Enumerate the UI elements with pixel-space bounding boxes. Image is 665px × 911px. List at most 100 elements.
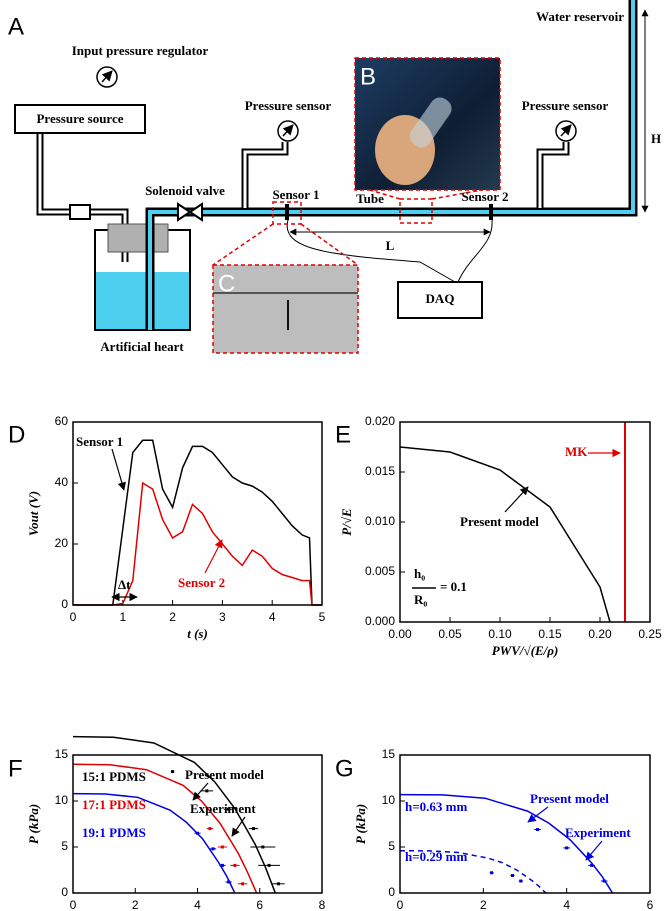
data-point xyxy=(205,789,209,793)
y-axis-title: P (kPa) xyxy=(353,804,368,844)
series-label: 19:1 PDMS xyxy=(82,825,146,840)
annotation: R₀ xyxy=(414,592,427,607)
data-point xyxy=(196,831,199,835)
y-tick-label: 0 xyxy=(388,885,395,899)
annotation: h₀ xyxy=(414,566,425,581)
y-tick-label: 15 xyxy=(55,747,69,761)
label-arrow xyxy=(111,448,126,491)
x-tick-label: 0.00 xyxy=(388,627,412,641)
data-point xyxy=(511,874,514,878)
data-point xyxy=(220,845,224,849)
y-tick-label: 5 xyxy=(388,839,395,853)
y-axis-title: P (kPa) xyxy=(26,804,41,844)
y-tick-label: 0 xyxy=(61,885,68,899)
x-tick-label: 0.05 xyxy=(438,627,462,641)
plot-frame xyxy=(399,421,651,623)
x-tick-label: 4 xyxy=(269,610,276,624)
inset-frame xyxy=(354,57,501,191)
series-label: h=0.63 mm xyxy=(405,799,467,814)
y-tick-label: 0.020 xyxy=(365,414,395,428)
series-line xyxy=(72,792,236,894)
x-tick-label: 3 xyxy=(219,610,226,624)
series-line xyxy=(399,793,614,894)
data-point xyxy=(227,880,231,884)
label: Artificial heart xyxy=(100,339,184,354)
series-label: 15:1 PDMS xyxy=(82,769,146,784)
panel-letter: E xyxy=(335,421,351,448)
label: Solenoid valve xyxy=(145,183,225,198)
panel-letter: G xyxy=(335,755,354,782)
liquid xyxy=(96,272,189,330)
y-tick-label: 5 xyxy=(61,839,68,853)
y-tick-label: 10 xyxy=(55,793,69,807)
y-tick-label: 0.005 xyxy=(365,564,395,578)
gauge-needle xyxy=(282,124,294,137)
data-point xyxy=(252,827,256,831)
plot-frame xyxy=(72,421,323,606)
gauge-needle xyxy=(560,124,572,137)
y-axis-title: P/√E xyxy=(339,508,354,536)
data-point xyxy=(171,770,175,774)
annotation-arrow xyxy=(192,782,209,801)
pressure-source-box xyxy=(14,104,146,134)
chart: E 0.00 0.05 0.10 0.15 0.20 0.25 0.000 0.005 0.010… xyxy=(335,414,662,658)
series-label: h=0.29 mm xyxy=(405,849,467,864)
pump-block xyxy=(107,223,169,253)
label: Pressure sensor xyxy=(522,98,609,113)
data-point xyxy=(490,871,494,875)
data-point xyxy=(227,807,231,811)
x-tick-label: 4 xyxy=(563,898,570,911)
x-tick-label: 0 xyxy=(397,898,404,911)
y-tick-label: 10 xyxy=(382,793,396,807)
series-line xyxy=(72,763,258,894)
chart: G0246051015PWV (m/s)P (kPa)h=0.63 mmh=0.… xyxy=(335,747,654,911)
label-arrow xyxy=(504,486,529,513)
sensor-pipe-inner xyxy=(243,142,287,208)
label: Input pressure regulator xyxy=(72,43,209,58)
series-label: 17:1 PDMS xyxy=(82,797,146,812)
y-tick-label: 0.000 xyxy=(365,614,395,628)
data-point xyxy=(233,863,237,867)
series-line xyxy=(73,481,322,606)
label: Water reservoir xyxy=(536,9,624,24)
panel-a: A xyxy=(8,0,661,354)
chart: F02468051015PWV (m/s)P (kPa)15:1 PDMS17:… xyxy=(8,735,326,911)
tube-water xyxy=(148,0,635,330)
data-point xyxy=(211,847,215,851)
zoom-box xyxy=(272,201,302,225)
x-tick-label: 0 xyxy=(70,610,77,624)
x-tick-label: 6 xyxy=(647,898,654,911)
annotation: Experiment xyxy=(190,801,256,816)
daq-box xyxy=(397,281,483,319)
x-tick-label: 2 xyxy=(169,610,176,624)
x-tick-label: 0.10 xyxy=(488,627,512,641)
data-point xyxy=(220,863,224,867)
panel-letter: B xyxy=(360,63,376,90)
annotation: Present model xyxy=(530,791,609,806)
annotation-arrow xyxy=(231,816,246,837)
series-label: Present model xyxy=(460,514,539,529)
label: Sensor 2 xyxy=(461,189,508,204)
panel-letter: C xyxy=(218,270,235,297)
solenoid-valve xyxy=(177,202,203,222)
chart: D 0 1 2 3 4 5 0 20 40 60 t (s) Vout (V) Sensor 1 Senso… xyxy=(8,414,326,641)
panel-letter: A xyxy=(8,13,24,40)
data-point xyxy=(602,879,606,883)
plot-frame xyxy=(399,754,651,894)
x-tick-label: 6 xyxy=(256,898,263,911)
fitting xyxy=(69,204,91,220)
label: Sensor 1 xyxy=(272,187,319,202)
x-tick-label: 5 xyxy=(319,610,326,624)
y-tick-label: 40 xyxy=(55,475,69,489)
x-tick-label: 8 xyxy=(319,898,326,911)
annotation: Experiment xyxy=(565,825,631,840)
y-tick-label: 0 xyxy=(61,597,68,611)
y-tick-label: 60 xyxy=(55,414,69,428)
data-point xyxy=(276,882,280,886)
label-arrow xyxy=(204,539,223,574)
annotation: = 0.1 xyxy=(440,579,467,594)
inset-frame xyxy=(212,264,359,354)
x-tick-label: 4 xyxy=(194,898,201,911)
photo-c xyxy=(213,265,358,353)
annotation: Δt xyxy=(118,577,131,592)
